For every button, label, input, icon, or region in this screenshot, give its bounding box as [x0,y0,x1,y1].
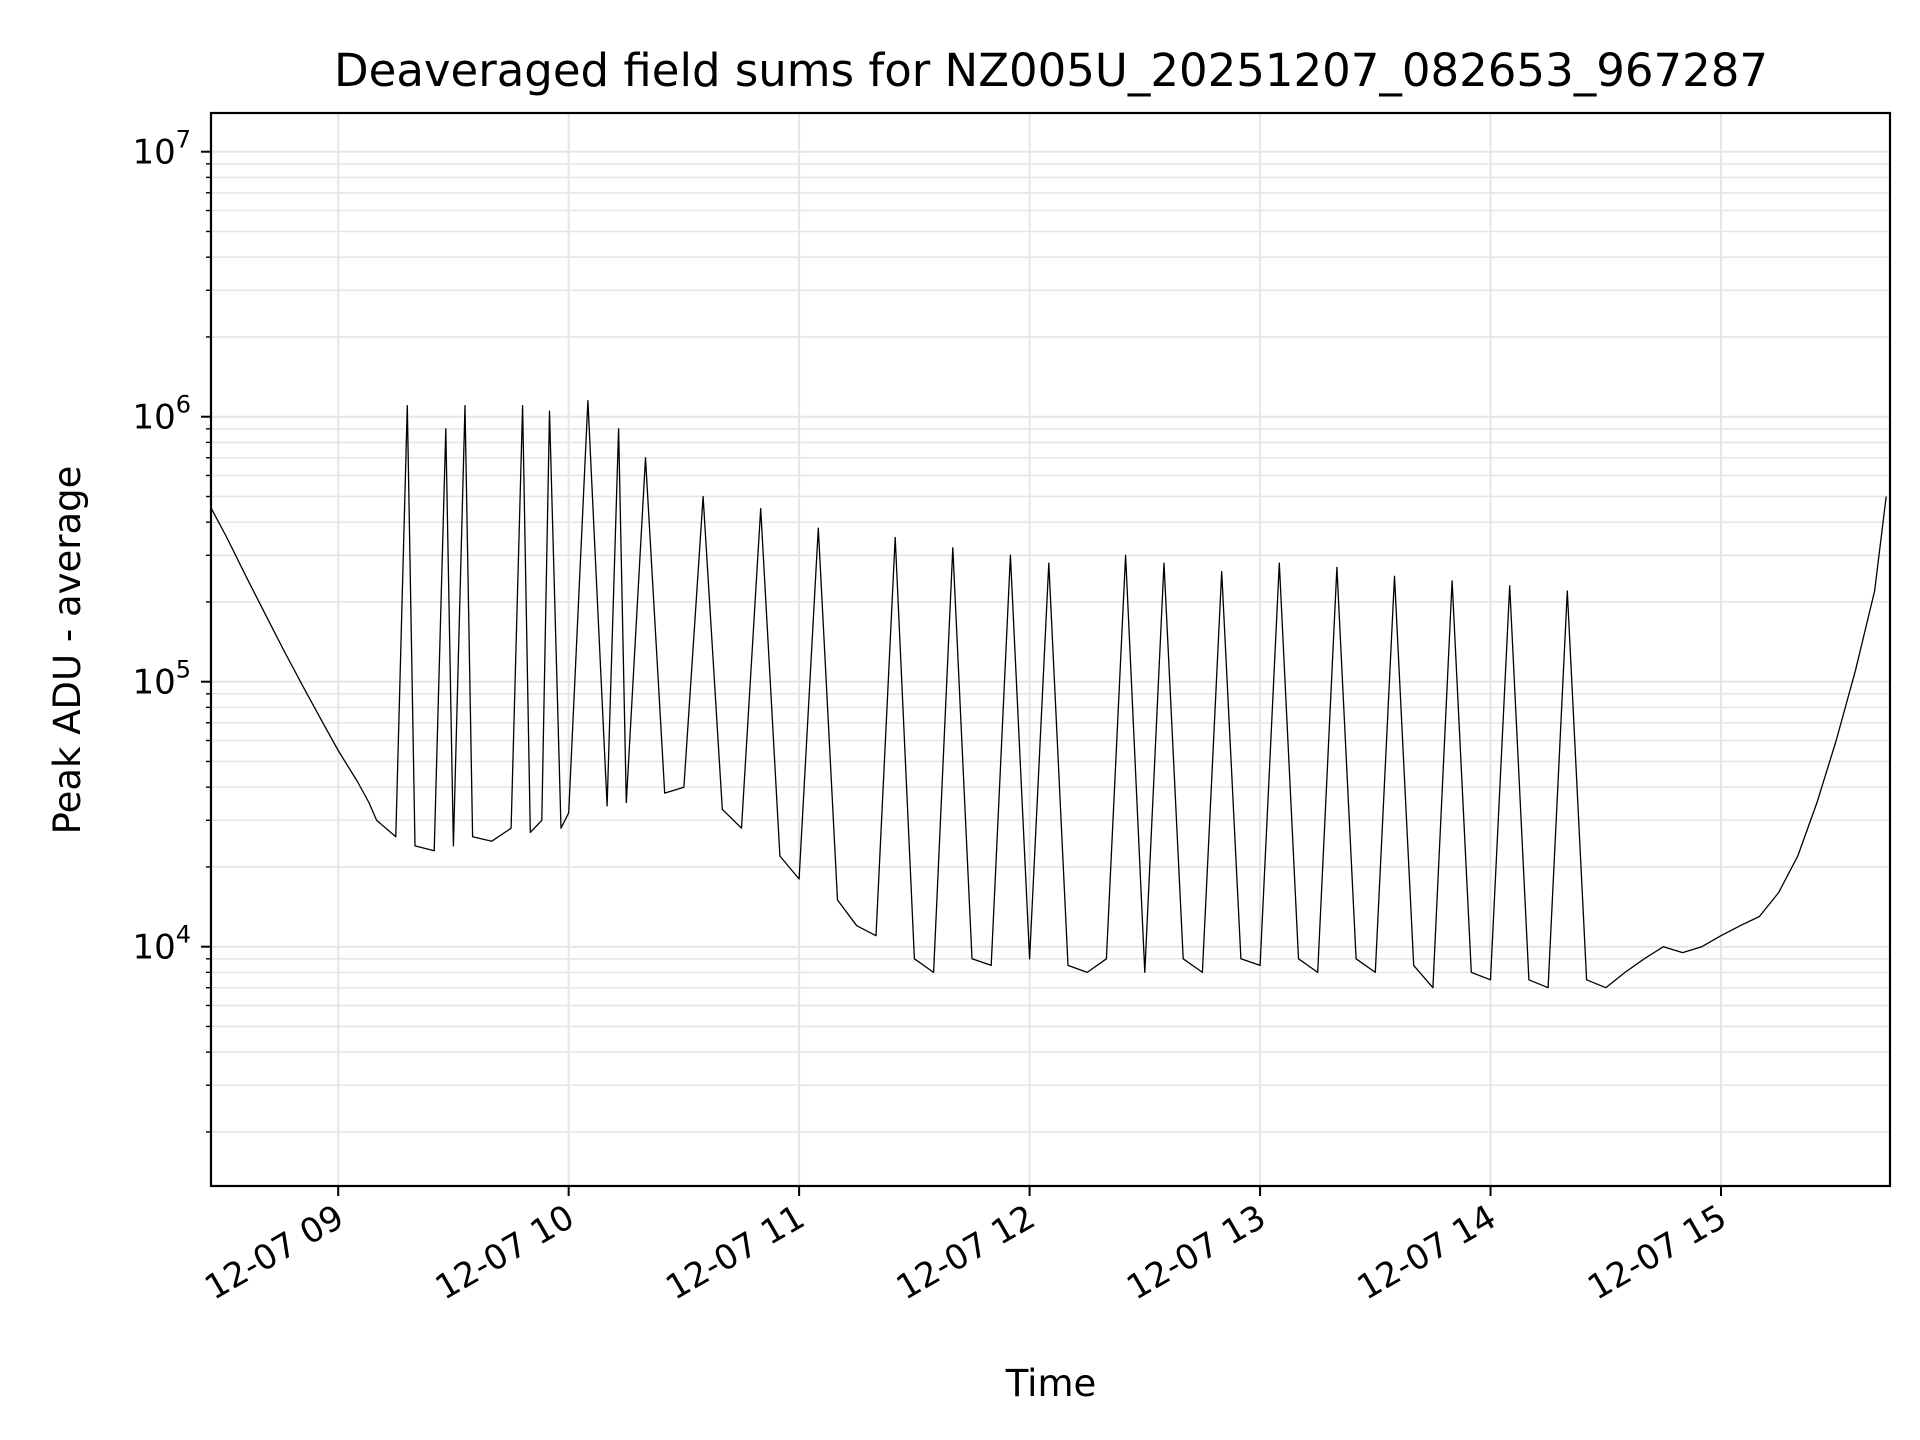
plot-area [211,399,1887,989]
y-tick-label: 106 [132,391,191,438]
axes-frame [209,111,1892,1188]
y-axis-label: Peak ADU - average [46,466,89,835]
series-line [211,399,1887,989]
chart-title: Deaveraged field sums for NZ005U_2025120… [334,44,1768,97]
y-axis: 104 105 106 107 [132,126,211,1133]
y-tick-label: 107 [132,126,191,173]
y-tick-label: 104 [132,921,191,968]
y-tick-label: 105 [132,656,191,703]
grid [211,113,1890,1186]
x-axis-label: Time [1005,1362,1097,1405]
